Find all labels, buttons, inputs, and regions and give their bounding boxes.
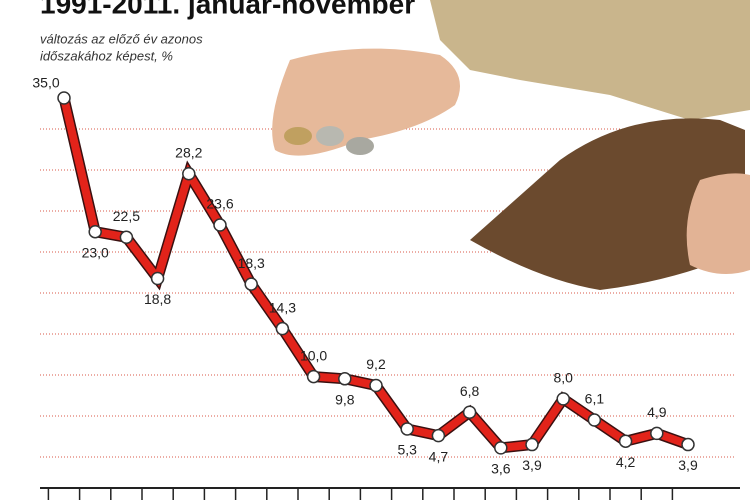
data-label: 3,9 (678, 457, 698, 473)
coin (346, 137, 374, 155)
photo-illustration (272, 0, 750, 290)
data-label: 14,3 (269, 299, 296, 315)
marker (431, 428, 446, 443)
data-label: 3,9 (522, 457, 542, 473)
marker (618, 434, 633, 448)
marker (119, 230, 134, 245)
data-label: 6,1 (585, 391, 605, 407)
data-label: 9,2 (366, 356, 386, 372)
marker (57, 91, 71, 105)
marker (587, 413, 602, 427)
marker (494, 441, 508, 455)
hand (686, 173, 750, 274)
coin (316, 126, 344, 146)
marker (400, 422, 414, 436)
subtitle: időszakához képest, % (40, 48, 173, 63)
marker (213, 218, 227, 232)
data-label: 3,6 (491, 461, 511, 477)
marker (182, 167, 196, 181)
marker (650, 426, 664, 441)
marker (88, 224, 102, 239)
marker (150, 271, 165, 286)
marker (275, 321, 290, 336)
data-label: 4,9 (647, 404, 667, 420)
data-label: 4,2 (616, 454, 636, 470)
coin (284, 127, 312, 145)
data-label: 22,5 (113, 208, 140, 224)
data-label: 10,0 (300, 347, 327, 363)
chart-title: 1991-2011. január-november (40, 0, 415, 19)
marker (244, 277, 258, 291)
marker (525, 437, 539, 452)
subtitle: változás az előző év azonos (40, 31, 203, 46)
wallet (470, 118, 745, 290)
marker (462, 405, 477, 419)
data-label: 18,3 (238, 255, 265, 271)
hand (272, 48, 460, 156)
marker (369, 378, 383, 393)
data-label: 28,2 (175, 144, 202, 160)
data-label: 23,0 (82, 244, 109, 260)
data-label: 6,8 (460, 383, 480, 399)
data-label: 35,0 (32, 75, 59, 91)
data-label: 4,7 (429, 448, 449, 464)
data-label: 8,0 (553, 370, 573, 386)
data-label: 18,8 (144, 291, 171, 307)
marker (681, 437, 695, 452)
marker (306, 369, 321, 384)
marker (556, 392, 570, 406)
data-label: 5,3 (397, 442, 417, 458)
data-label: 9,8 (335, 392, 355, 408)
data-label: 23,6 (206, 196, 233, 212)
marker (338, 372, 352, 386)
sleeve (430, 0, 750, 120)
